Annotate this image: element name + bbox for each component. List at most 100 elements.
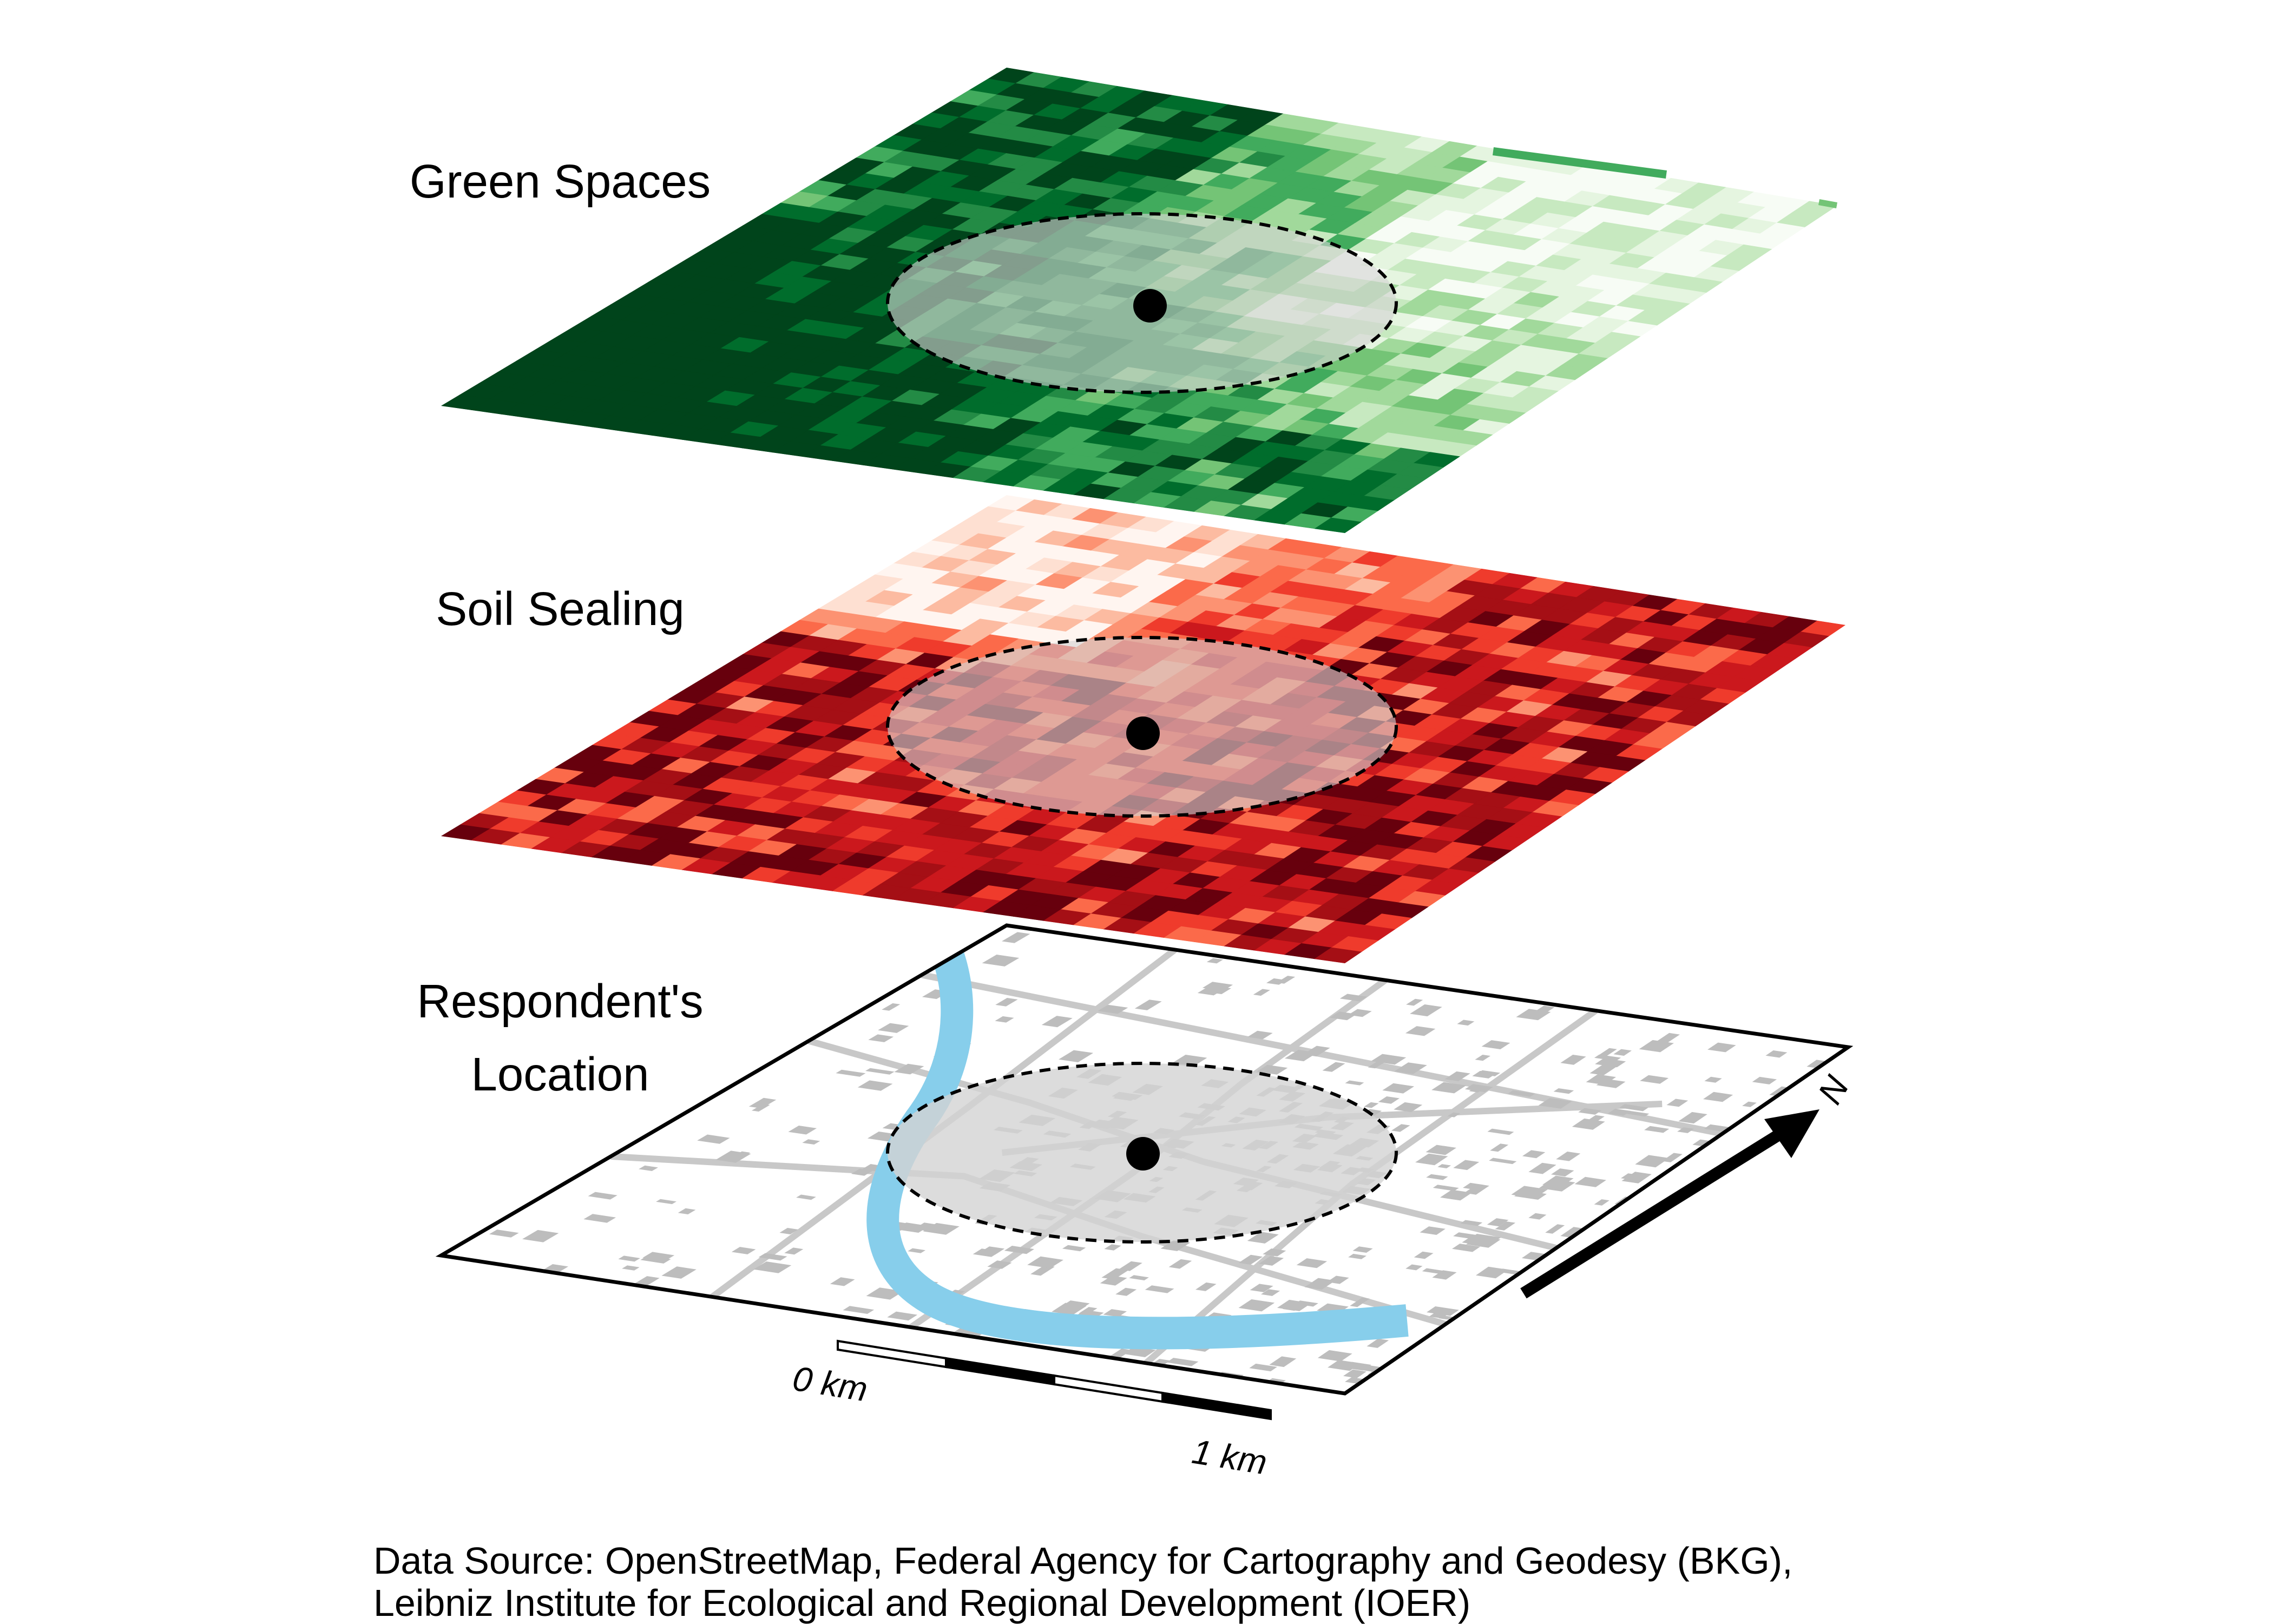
building [1490, 1143, 1509, 1152]
building [1296, 1258, 1328, 1268]
building [715, 1150, 751, 1163]
building [1551, 1168, 1574, 1177]
building [489, 1229, 519, 1238]
building [661, 1266, 697, 1279]
building [1528, 1162, 1556, 1174]
building [908, 1248, 926, 1253]
building [1589, 1064, 1618, 1075]
building [1348, 1253, 1367, 1259]
building [1522, 1150, 1546, 1159]
building [1103, 1309, 1127, 1317]
building [1317, 1350, 1352, 1362]
building [1257, 1064, 1288, 1075]
building [1160, 1240, 1191, 1251]
building [642, 1252, 675, 1261]
building [1677, 1127, 1694, 1133]
building [1453, 1160, 1480, 1171]
building [1382, 1083, 1415, 1094]
building [1249, 1363, 1277, 1372]
building [1619, 1104, 1648, 1112]
building [865, 1068, 895, 1075]
building [1655, 1033, 1680, 1044]
green-spaces-label: Green Spaces [410, 155, 711, 208]
building [973, 1248, 1001, 1257]
green-spaces-point [1133, 289, 1167, 323]
building [1538, 1098, 1572, 1109]
soil-sealing-layer [441, 495, 1845, 963]
building [1206, 958, 1223, 964]
building [1586, 1074, 1617, 1085]
building [1528, 1213, 1547, 1220]
building [1495, 1221, 1516, 1231]
building [1742, 1101, 1757, 1107]
building [788, 1126, 817, 1135]
building [1414, 1251, 1434, 1259]
soil-sealing-point [1126, 716, 1160, 750]
building [1596, 1079, 1626, 1088]
building [1263, 1248, 1286, 1257]
building [1238, 1254, 1263, 1265]
north-arrow-shaft [1520, 1128, 1784, 1299]
building [1134, 1000, 1162, 1010]
building [923, 1222, 960, 1235]
building [1806, 1060, 1828, 1069]
green-spaces-layer [441, 68, 1837, 533]
building [1101, 1268, 1129, 1280]
sealing-cell [1313, 947, 1363, 963]
scale-bar-black-segment [945, 1357, 1055, 1386]
building [1195, 1282, 1217, 1291]
building [1168, 1259, 1192, 1269]
building [1481, 1040, 1510, 1049]
building [1608, 1108, 1631, 1116]
building [583, 1214, 616, 1223]
building [1644, 1126, 1670, 1133]
building [1427, 1306, 1459, 1316]
respondents-location-label-line2: Location [471, 1048, 649, 1101]
building [751, 1103, 770, 1112]
respondent-point [1126, 1137, 1160, 1171]
building [1394, 1102, 1423, 1113]
building [784, 1247, 804, 1255]
green-cell [1313, 517, 1362, 533]
building [1437, 1164, 1451, 1168]
building [522, 1229, 559, 1242]
building [1621, 1172, 1652, 1184]
north-arrow-head [1764, 1109, 1819, 1158]
building [618, 1255, 640, 1262]
building [830, 1277, 855, 1286]
building [995, 1016, 1014, 1023]
building [1594, 1054, 1621, 1061]
building [1343, 1369, 1367, 1378]
building [1410, 1004, 1442, 1017]
building [843, 1306, 875, 1314]
building [1703, 1092, 1733, 1102]
building [1594, 1199, 1610, 1206]
north-label: N [1810, 1069, 1857, 1110]
building [1352, 1246, 1373, 1253]
building [1154, 1359, 1171, 1364]
building [1002, 932, 1030, 943]
building [1457, 1020, 1475, 1026]
river [866, 925, 1409, 1350]
building [1487, 1128, 1514, 1135]
building [1447, 1112, 1461, 1117]
soil-sealing-label: Soil Sealing [436, 583, 684, 635]
building [1266, 978, 1287, 985]
building [1765, 1050, 1788, 1058]
building [1460, 1220, 1483, 1226]
building [1284, 1049, 1318, 1062]
caption-line-1: Data Source: OpenStreetMap, Federal Agen… [373, 1540, 1793, 1582]
green-spaces-detached-strip [1493, 147, 1667, 179]
building [1129, 1275, 1149, 1280]
building [1440, 1189, 1472, 1201]
building [1062, 1245, 1086, 1252]
building [1545, 1224, 1565, 1234]
building [878, 1023, 909, 1033]
building [1339, 994, 1367, 1002]
building [1405, 1264, 1423, 1271]
building [1560, 1055, 1586, 1065]
building [1556, 1152, 1581, 1161]
building [1041, 1016, 1073, 1028]
building [1661, 1153, 1683, 1162]
